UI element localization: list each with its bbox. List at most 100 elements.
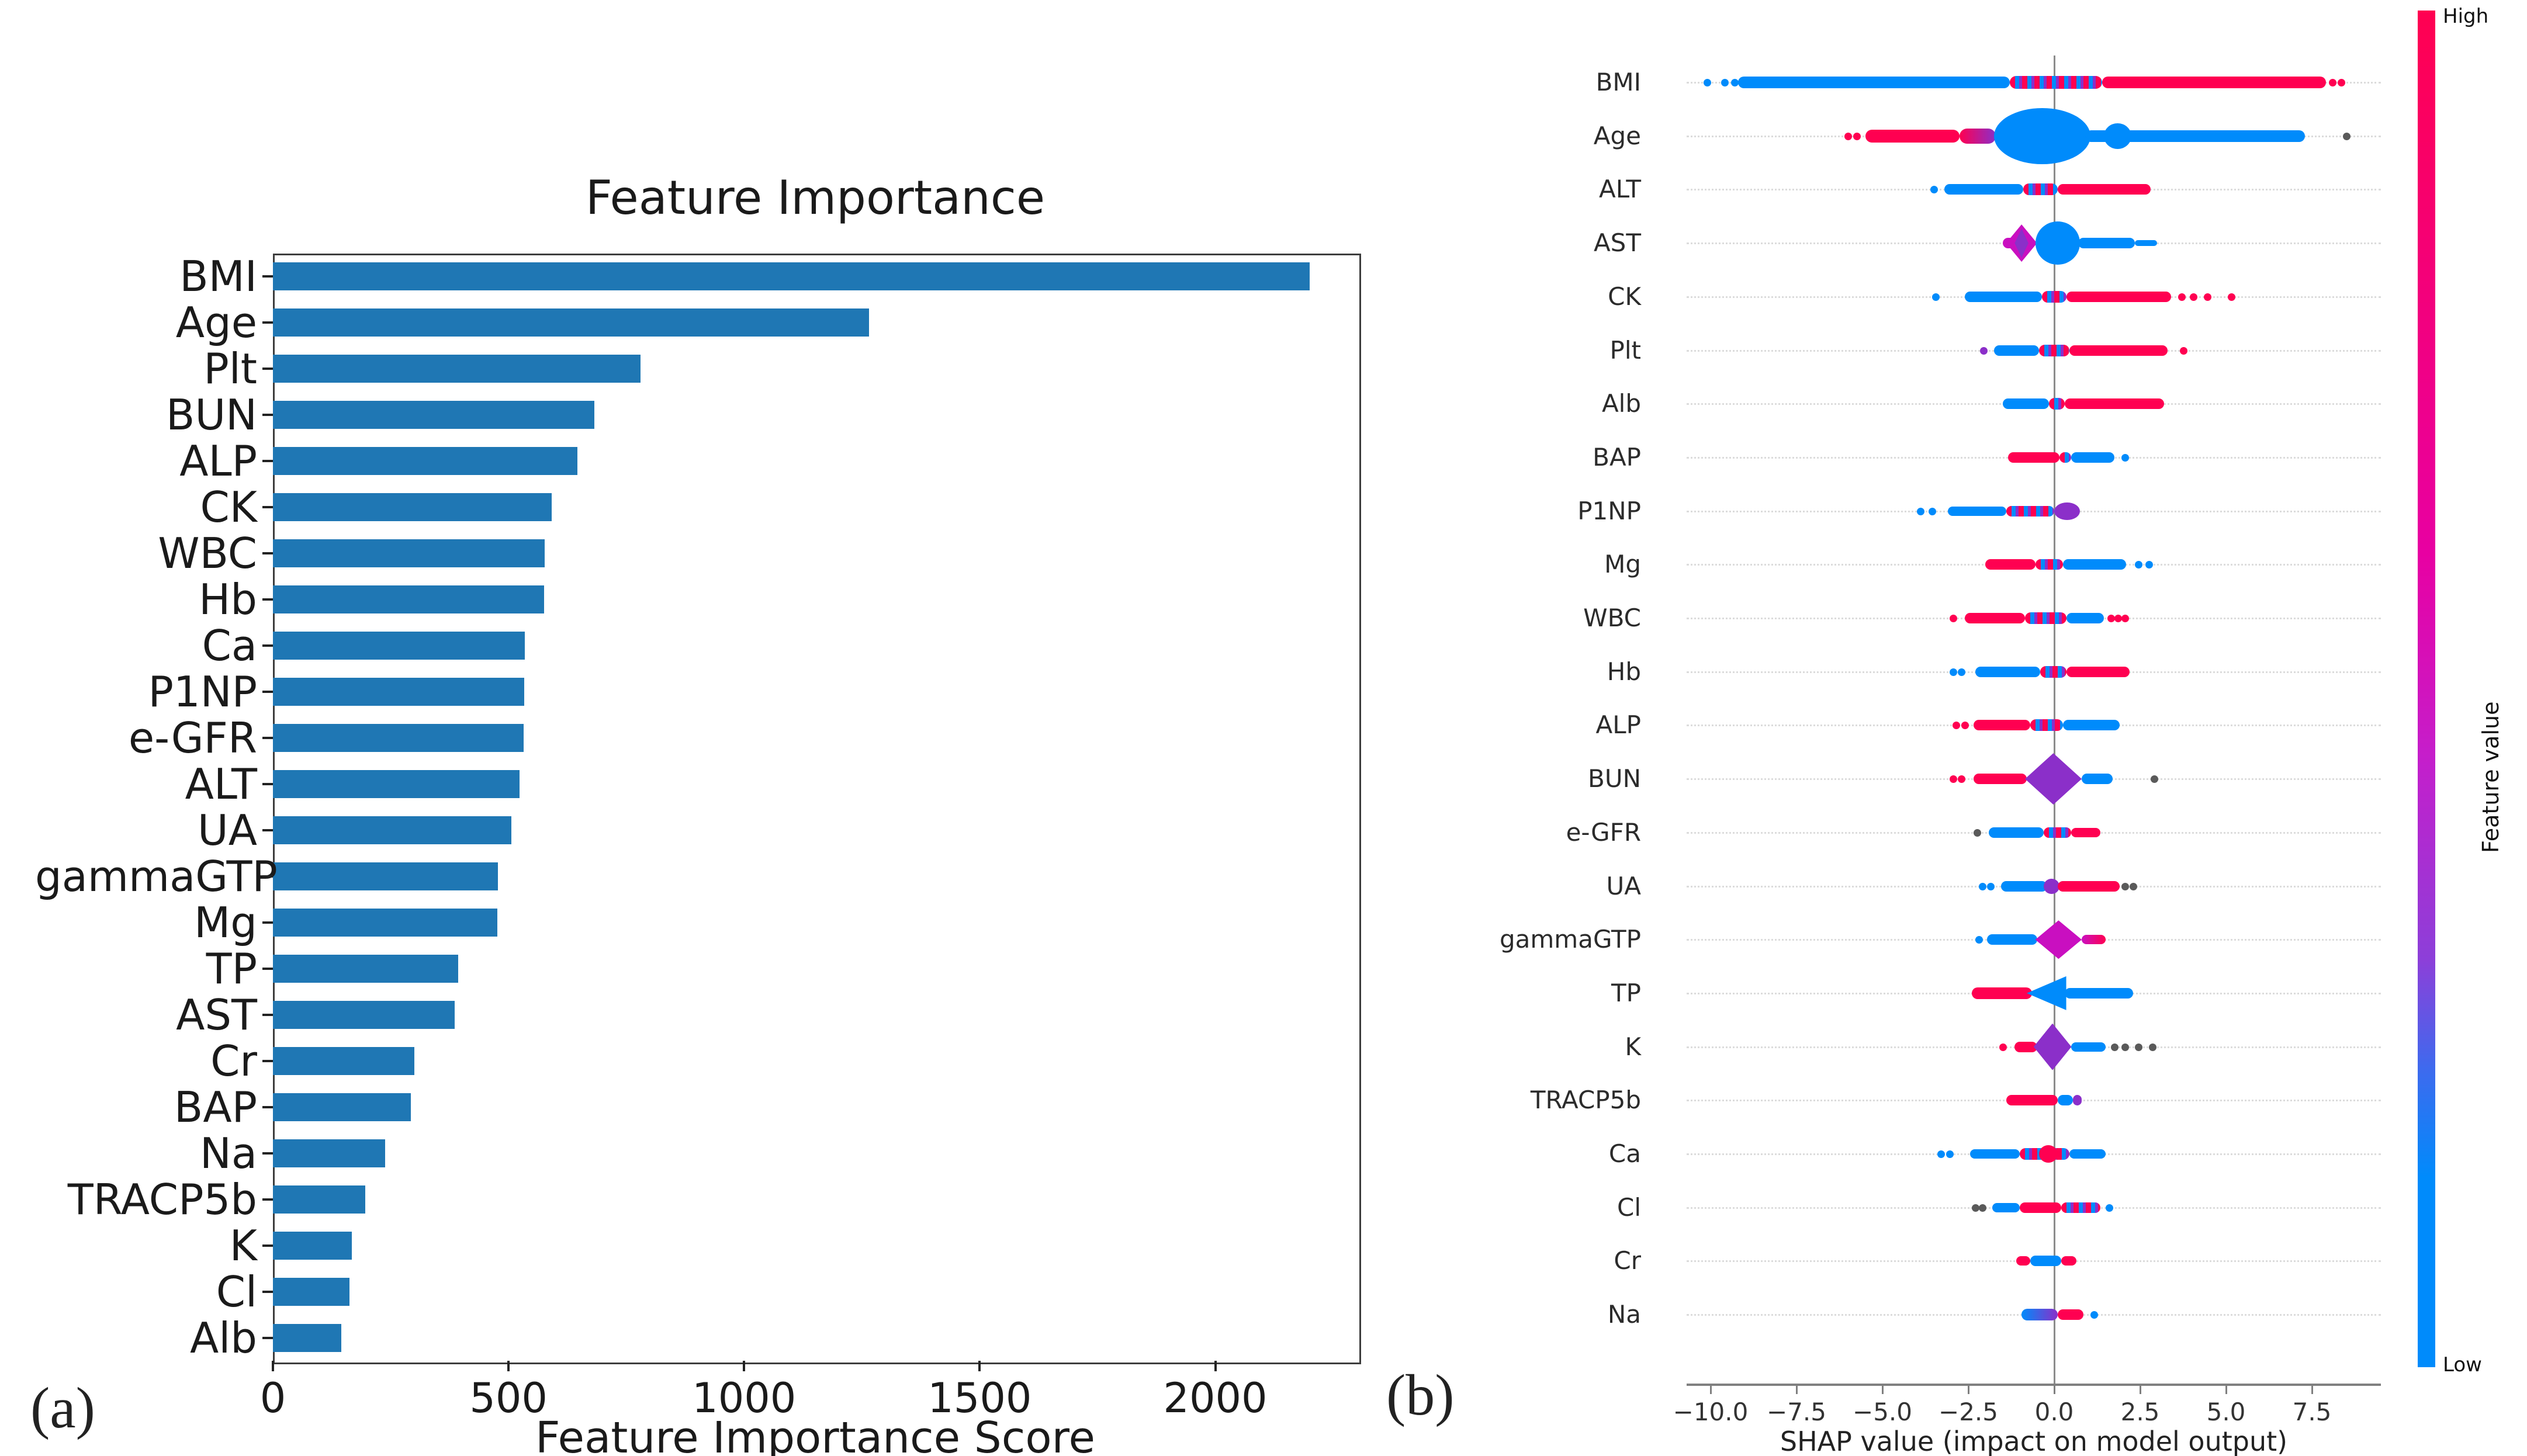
beeswarm-band-Age-5 (2085, 130, 2306, 142)
feature-label-Hb: Hb (1607, 657, 1641, 686)
beeswarm-band-Age-3 (1960, 128, 1996, 144)
y-tick-Mg (262, 921, 273, 924)
panel-a-xaxis-label: Feature Importance Score (535, 1413, 1095, 1456)
bar-Cr (273, 1046, 414, 1075)
panel-b-tick--5 (1882, 1386, 1884, 1394)
bar-label-AST: AST (176, 990, 257, 1039)
bar-label-P1NP: P1NP (148, 667, 257, 717)
panel-b-tick--10 (1710, 1386, 1712, 1394)
beeswarm-band-BUN-4 (2082, 774, 2113, 785)
feature-label-AST: AST (1593, 228, 1641, 258)
bar-label-TRACP5b: TRACP5b (67, 1174, 257, 1224)
y-tick-BUN (262, 414, 273, 417)
y-tick-Alb (262, 1336, 273, 1339)
feature-label-K: K (1625, 1032, 1641, 1061)
feature-label-CK: CK (1608, 282, 1641, 311)
y-tick-P1NP (262, 691, 273, 694)
bar-label-e-GFR: e-GFR (128, 713, 257, 763)
colorbar-axis-label: Feature value (2478, 701, 2504, 853)
x-tick-label-1500: 1500 (927, 1374, 1032, 1422)
beeswarm-dot-Cl-0 (1971, 1204, 1979, 1212)
beeswarm-dia-AST-2 (2014, 228, 2028, 258)
feature-label-gammaGTP: gammaGTP (1500, 925, 1641, 954)
bar-label-UA: UA (198, 805, 257, 855)
beeswarm-band-BMI-5 (2102, 77, 2326, 88)
beeswarm-band-Alb-2 (2064, 398, 2165, 410)
beeswarm-band-BMI-3 (1738, 77, 2010, 88)
beeswarm-tri-TP-1 (2026, 976, 2066, 1010)
bar-Plt (273, 355, 641, 383)
beeswarm-band-Cr-1 (2030, 1256, 2061, 1267)
beeswarm-band-Ca-2 (1969, 1149, 2020, 1159)
bar-label-Mg: Mg (194, 897, 257, 947)
beeswarm-band-UA-4 (2057, 880, 2120, 892)
y-tick-e-GFR (262, 737, 273, 740)
beeswarm-band-Ca-5 (2069, 1149, 2106, 1159)
beeswarm-dot-K-6 (2135, 1043, 2143, 1051)
x-tick-label-2000: 2000 (1163, 1374, 1268, 1422)
bar-ALT (273, 770, 520, 799)
beeswarm-band-Na-0 (2021, 1309, 2058, 1321)
bar-label-Plt: Plt (203, 344, 257, 394)
feature-label-Na: Na (1607, 1300, 1641, 1329)
panel-b-tick-7.5 (2311, 1386, 2313, 1394)
beeswarm-band-BAP-0 (2007, 452, 2059, 463)
y-tick-ALT (262, 783, 273, 786)
y-tick-TP (262, 967, 273, 970)
beeswarm-dot-K-5 (2121, 1043, 2129, 1051)
bar-label-K: K (229, 1221, 257, 1270)
bar-label-BUN: BUN (166, 390, 257, 440)
beeswarm-band-Plt-3 (2069, 345, 2168, 356)
beeswarm-dot-CK-7 (2227, 293, 2235, 301)
beeswarm-band-gammaGTP-3 (2082, 935, 2106, 945)
beeswarm-dot-Age-0 (1844, 132, 1853, 140)
y-tick-Hb (262, 598, 273, 601)
panel-a-tag: (a) (30, 1375, 95, 1440)
beeswarm-dot-K-4 (2110, 1043, 2118, 1051)
beeswarm-ell-Age-4 (1994, 108, 2090, 164)
panel-b-axis-line (1687, 1384, 2381, 1386)
beeswarm-band-e-GFR-1 (1989, 827, 2044, 838)
feature-label-TP: TP (1611, 978, 1641, 1007)
bar-label-Na: Na (200, 1128, 257, 1178)
beeswarm-band-Na-1 (2057, 1309, 2083, 1320)
bar-Ca (273, 632, 525, 660)
bar-label-ALT: ALT (185, 760, 257, 809)
bar-e-GFR (273, 724, 524, 753)
bar-WBC (273, 539, 545, 568)
panel-b-tick-label-7.5: 7.5 (2292, 1398, 2332, 1426)
bar-label-Age: Age (175, 298, 257, 348)
beeswarm-band-K-3 (2071, 1042, 2106, 1052)
beeswarm-dot-K-0 (1999, 1043, 2007, 1051)
beeswarm-band-TRACP5b-2 (2073, 1095, 2082, 1106)
bar-TP (273, 954, 458, 983)
beeswarm-dot-BMI-1 (1721, 79, 1729, 86)
beeswarm-dot-UA-1 (1987, 882, 1995, 890)
beeswarm-dot-CK-0 (1932, 293, 1940, 301)
panel-b-tick-label-5: 5.0 (2206, 1398, 2246, 1426)
beeswarm-ell-P1NP-4 (2054, 502, 2081, 520)
beeswarm-band-ALP-2 (1973, 720, 2030, 731)
x-tick-label-500: 500 (469, 1374, 548, 1422)
bar-P1NP (273, 678, 524, 706)
feature-label-ALP: ALP (1595, 710, 1641, 740)
y-tick-TRACP5b (262, 1198, 273, 1201)
bar-UA (273, 816, 511, 844)
beeswarm-ell-AST-3 (2035, 221, 2081, 265)
beeswarm-dot-WBC-4 (2107, 615, 2116, 622)
feature-label-Ca: Ca (1608, 1139, 1641, 1168)
beeswarm-band-Mg-0 (1985, 559, 2036, 570)
y-tick-K (262, 1244, 273, 1247)
beeswarm-band-Alb-0 (2002, 398, 2050, 410)
beeswarm-band-ALP-3 (2030, 719, 2063, 732)
bar-Na (273, 1139, 385, 1167)
panel-b-tick-label--5: −5.0 (1853, 1398, 1912, 1426)
beeswarm-band-CK-1 (1965, 291, 2043, 302)
beeswarm-dot-UA-5 (2121, 882, 2129, 890)
feature-label-Alb: Alb (1601, 389, 1641, 418)
panel-b-tick-0 (2054, 1386, 2055, 1394)
beeswarm-dot-Na-2 (2090, 1311, 2098, 1319)
beeswarm-band-BUN-2 (1973, 774, 2027, 785)
beeswarm-band-WBC-3 (2066, 613, 2104, 623)
beeswarm-dot-Ca-1 (1946, 1150, 1954, 1158)
